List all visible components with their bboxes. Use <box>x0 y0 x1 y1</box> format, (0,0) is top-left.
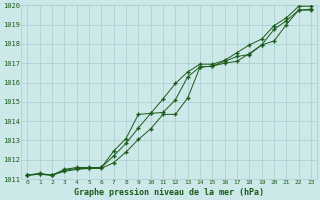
X-axis label: Graphe pression niveau de la mer (hPa): Graphe pression niveau de la mer (hPa) <box>74 188 264 197</box>
